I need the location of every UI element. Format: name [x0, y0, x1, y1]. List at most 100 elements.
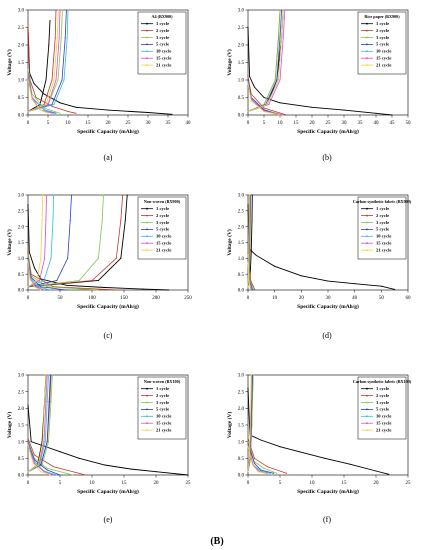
data-point	[268, 103, 270, 106]
data-point	[45, 401, 47, 403]
legend-marker	[366, 22, 368, 25]
legend-title: Rice paper (BX900)	[364, 14, 400, 19]
data-point	[122, 194, 124, 196]
data-point	[282, 37, 284, 39]
series-2-cycle-discharge	[27, 23, 77, 114]
legend-marker	[146, 249, 148, 252]
data-point	[43, 279, 45, 282]
series-3-cycle-discharge	[27, 69, 61, 114]
data-point	[27, 444, 29, 446]
y-axis-label: Voltage (V)	[6, 49, 13, 76]
data-point	[282, 114, 284, 116]
data-point	[247, 446, 249, 448]
legend-marker	[146, 22, 148, 25]
y-tick-label: 0.0	[238, 114, 245, 119]
x-axis-label: Specific Capacity (mAh/g)	[297, 488, 359, 495]
y-tick-label: 0.0	[18, 289, 25, 294]
data-point	[44, 441, 46, 443]
data-point	[46, 374, 48, 376]
data-point	[255, 254, 257, 256]
data-point	[51, 105, 53, 107]
legend-box	[357, 11, 407, 75]
data-point	[27, 259, 29, 261]
series-15-cycle-discharge	[27, 444, 54, 476]
data-point	[59, 451, 61, 453]
data-point	[32, 462, 34, 464]
legend-entry: 15 cycle	[156, 241, 171, 246]
legend-entry: 21 cycle	[376, 427, 391, 432]
legend-marker	[146, 221, 148, 224]
data-point	[260, 469, 262, 471]
legend-entry: 5 cycle	[376, 227, 389, 232]
y-tick-label: 1.0	[18, 440, 25, 445]
legend-entry: 3 cycle	[156, 400, 169, 405]
legend-entry: 10 cycle	[156, 414, 171, 419]
data-point	[251, 288, 253, 290]
data-point	[58, 37, 60, 39]
series-21-cycle-discharge	[247, 446, 266, 474]
data-point	[59, 112, 61, 114]
x-tick-label: 10	[272, 296, 278, 301]
x-tick-label: 10	[66, 121, 72, 126]
data-point	[41, 464, 43, 466]
data-point	[53, 112, 55, 114]
legend-entry: 2 cycle	[156, 393, 169, 398]
data-point	[27, 441, 29, 443]
y-axis-label: Voltage (V)	[226, 412, 233, 439]
data-point	[250, 397, 252, 399]
legend-marker	[366, 415, 368, 418]
x-tick-label: 10	[310, 481, 316, 486]
data-point	[45, 79, 47, 81]
legend: Non-woven (BX900) 1 cycle 2 cycle 3 cycle 5 …	[137, 196, 187, 260]
y-tick-label: 2.0	[18, 225, 25, 230]
data-point	[43, 289, 45, 291]
data-point	[47, 112, 49, 114]
data-point	[49, 374, 51, 376]
y-tick-label: 3.0	[238, 374, 245, 379]
data-point	[27, 442, 29, 444]
x-tick-label: 35	[166, 121, 172, 126]
legend-marker	[366, 249, 368, 252]
data-point	[40, 471, 42, 473]
data-point	[279, 114, 281, 116]
data-point	[115, 257, 117, 259]
y-tick-label: 0.5	[18, 273, 25, 278]
data-point	[43, 441, 45, 443]
legend-marker	[146, 408, 148, 411]
data-point	[53, 103, 55, 106]
x-axis-label: Specific Capacity (mAh/g)	[77, 488, 139, 495]
data-point	[27, 68, 29, 71]
data-point	[54, 37, 56, 39]
y-tick-label: 3.0	[238, 194, 245, 199]
legend-marker	[146, 50, 148, 53]
data-point	[281, 37, 283, 39]
data-point	[27, 72, 29, 74]
x-axis-label: Specific Capacity (mAh/g)	[77, 128, 139, 135]
legend-entry: 3 cycle	[156, 35, 169, 40]
data-point	[104, 464, 106, 466]
data-point	[30, 441, 32, 443]
legend-marker	[366, 242, 368, 245]
y-tick-label: 0.5	[18, 457, 25, 462]
data-point	[27, 260, 29, 263]
panel-e: 0 5 10 15 20 25 0.0 0.5 1.0 1.5 2.0 2.5 3.0 Specific …	[6, 374, 191, 524]
data-point	[254, 288, 256, 290]
legend-marker	[146, 214, 148, 217]
data-point	[42, 441, 44, 443]
data-point	[78, 279, 80, 282]
legend-title: Carbon synthetic fabric (BX100)	[353, 379, 412, 384]
y-axis-label: Voltage (V)	[6, 229, 13, 256]
data-point	[59, 102, 61, 104]
y-tick-label: 0.5	[238, 273, 245, 278]
data-point	[36, 279, 38, 282]
data-point	[279, 446, 281, 448]
legend-marker	[146, 57, 148, 60]
legend: Carbon synthetic fabric (BX900) 1 cycle 2 …	[353, 196, 412, 260]
legend-entry: 3 cycle	[376, 35, 389, 40]
x-tick-label: 5	[263, 121, 266, 126]
legend-marker	[146, 36, 148, 39]
data-point	[380, 285, 382, 287]
data-point	[247, 110, 249, 113]
x-tick-label: 15	[342, 481, 348, 486]
data-point	[298, 451, 300, 453]
